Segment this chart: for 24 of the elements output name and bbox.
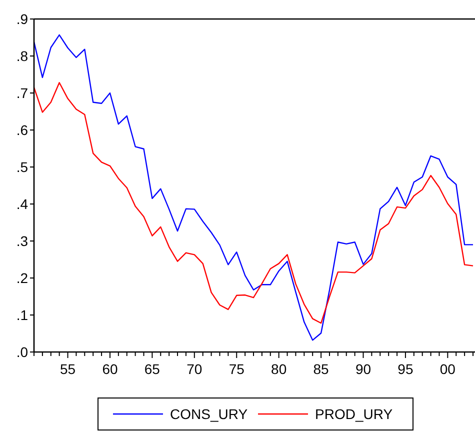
- x-tick-label: 75: [228, 361, 245, 377]
- y-tick-label: .5: [16, 158, 28, 175]
- x-tick-label: 60: [102, 361, 118, 377]
- y-tick-label: .1: [16, 306, 28, 323]
- line-series: [33, 82, 474, 324]
- y-tick-label: .6: [16, 122, 28, 138]
- y-tick-label: .3: [16, 232, 28, 249]
- legend-label: PROD_URY: [315, 406, 394, 422]
- legend-label: CONS_URY: [170, 406, 248, 422]
- y-tick-label: .8: [16, 48, 28, 64]
- x-tick-label: 70: [186, 361, 202, 377]
- y-tick-label: .4: [16, 196, 28, 212]
- y-tick-label: .7: [16, 84, 28, 101]
- y-tick-label: .0: [16, 344, 28, 360]
- x-tick-label: 95: [398, 361, 414, 377]
- x-tick-label: 00: [440, 361, 456, 377]
- y-tick-label: .9: [16, 10, 28, 27]
- x-tick-label: 65: [144, 361, 160, 377]
- line-series: [33, 34, 474, 341]
- x-tick-label: 85: [313, 361, 330, 377]
- x-tick-label: 55: [60, 361, 76, 377]
- y-tick-label: .2: [16, 270, 28, 286]
- x-tick-label: 90: [355, 361, 372, 377]
- x-tick-label: 80: [271, 361, 287, 377]
